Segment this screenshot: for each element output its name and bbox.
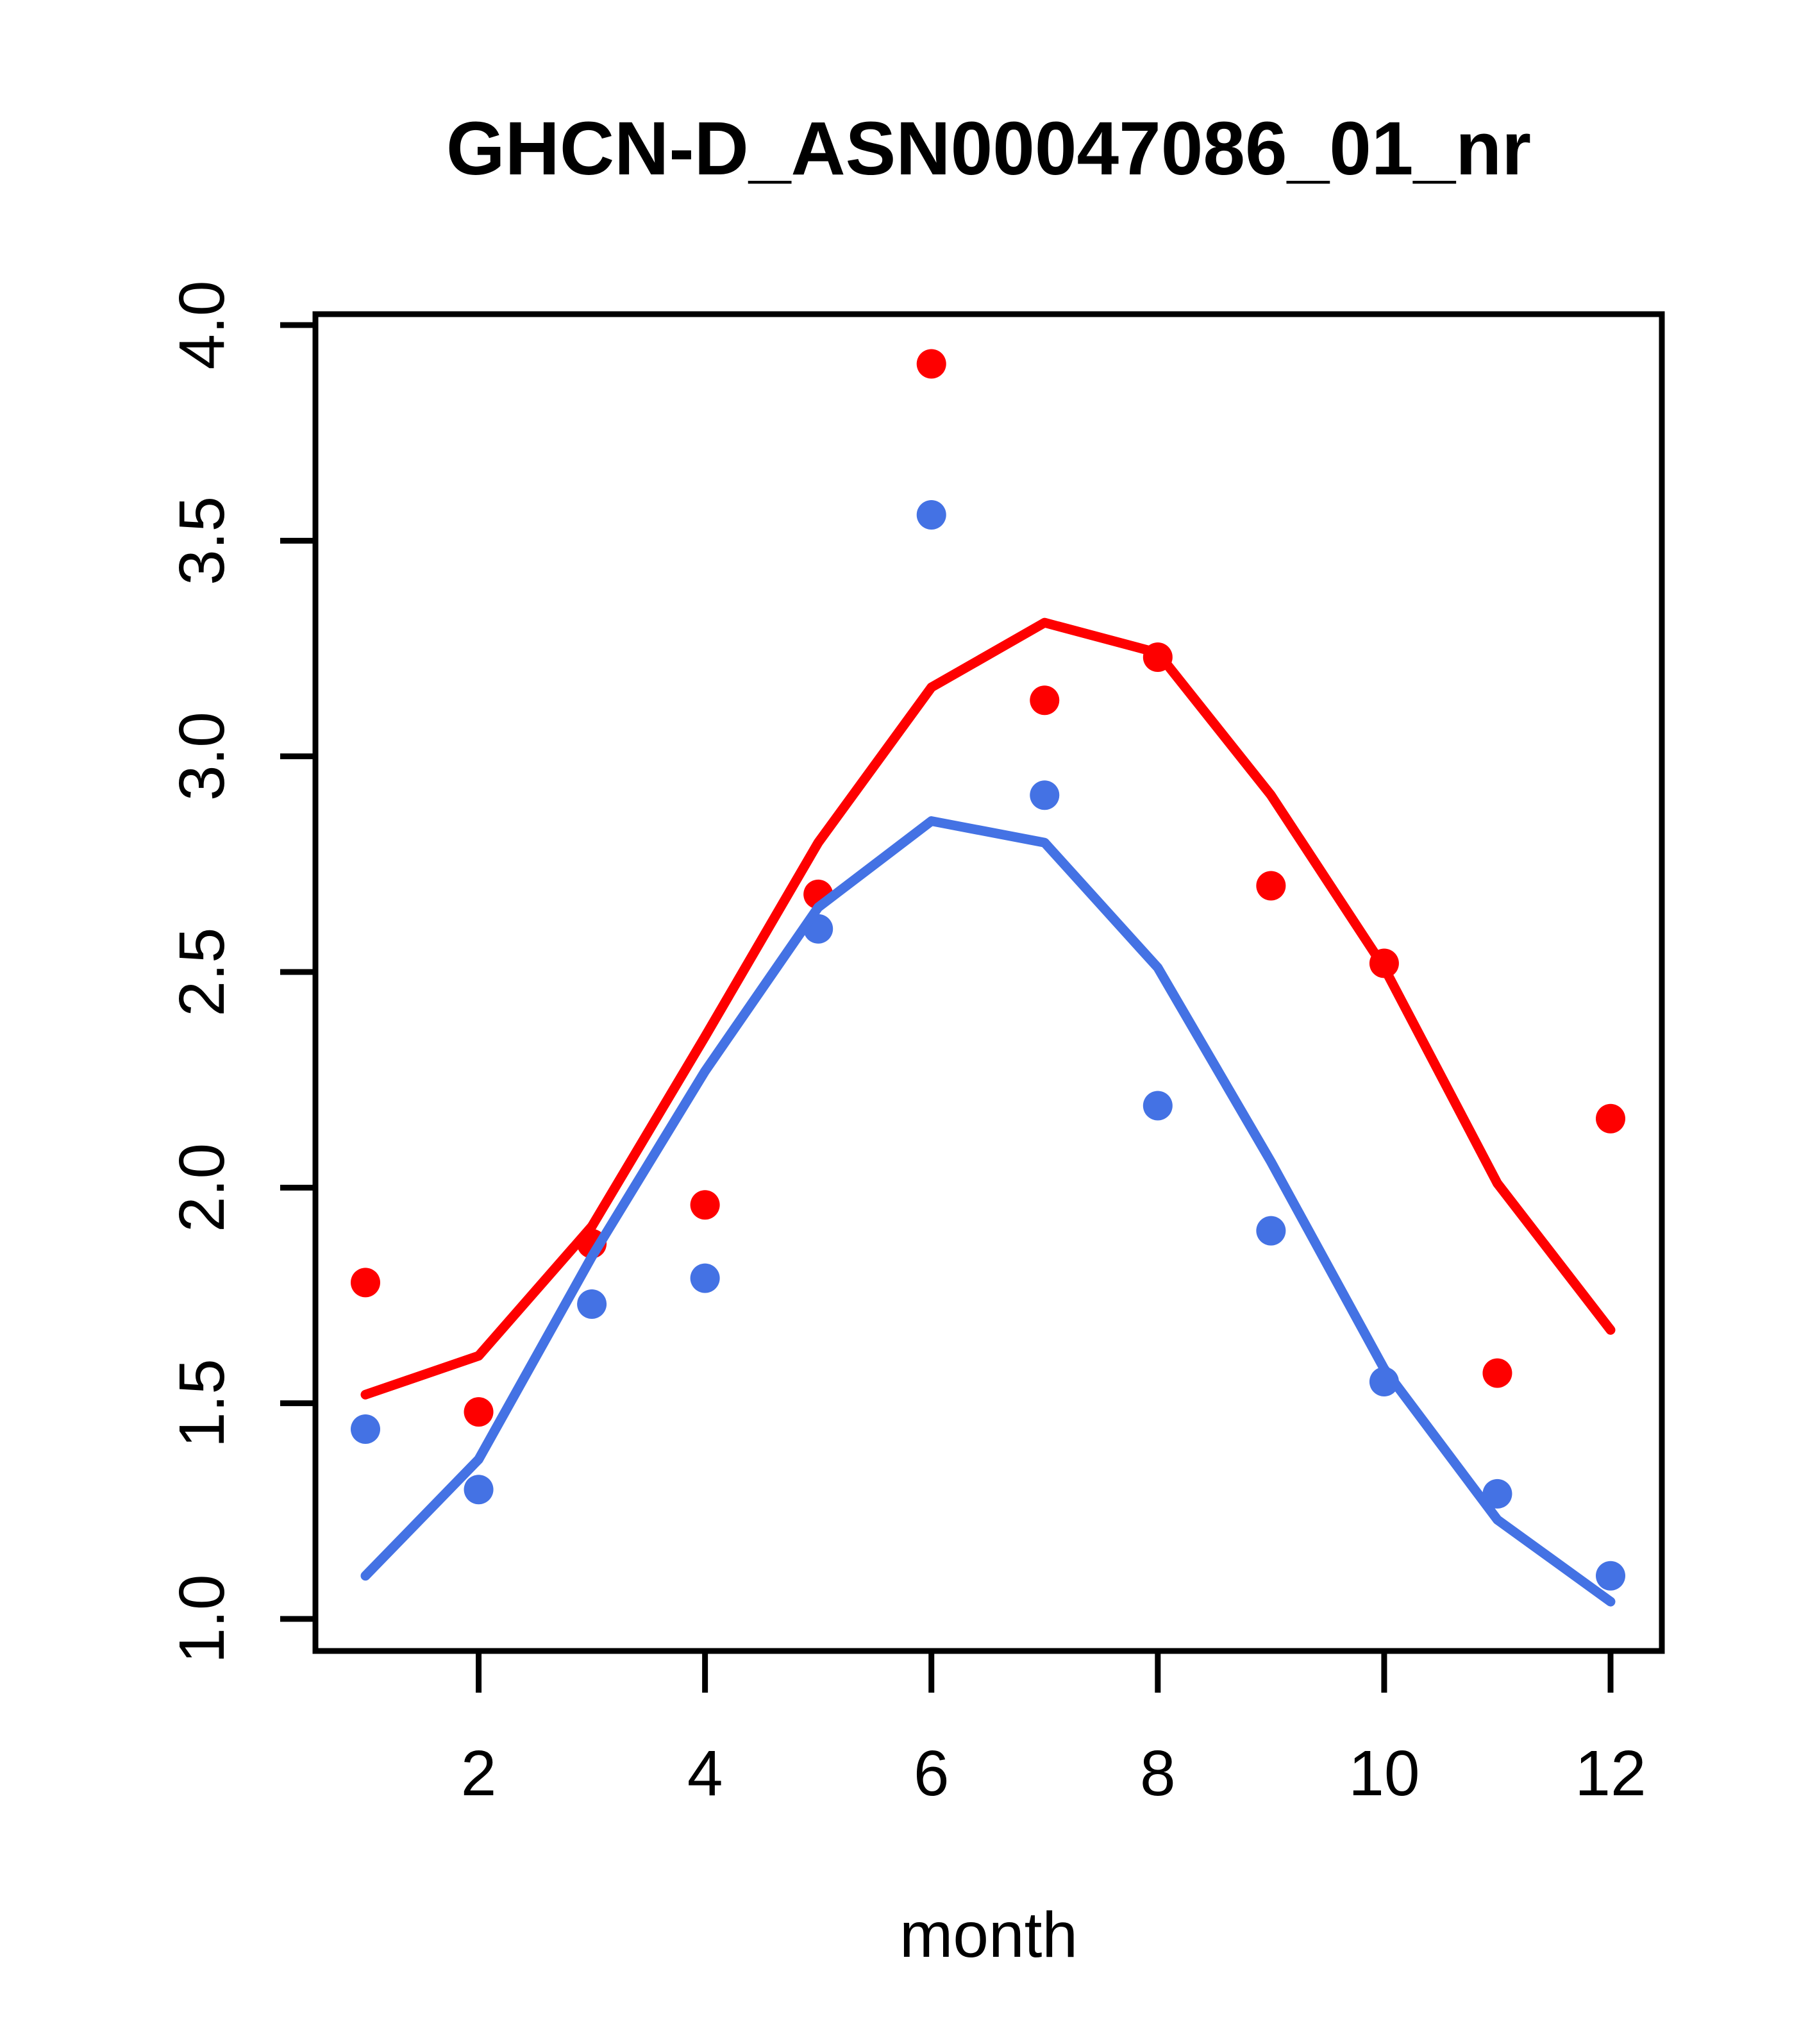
x-axis-tick-label: 10	[1348, 1738, 1419, 1809]
red-point	[916, 349, 946, 379]
red-point	[690, 1190, 720, 1220]
blue-point	[351, 1414, 380, 1445]
x-axis-title: month	[900, 1899, 1078, 1971]
red-line	[360, 617, 1616, 1400]
chart-title: GHCN-D_ASN00047086_01_nr	[446, 106, 1531, 191]
y-axis-tick-label: 1.0	[166, 1574, 238, 1663]
y-axis-tick-label: 3.5	[166, 496, 238, 585]
x-axis-tick-label: 6	[914, 1738, 950, 1809]
blue-point	[1030, 780, 1060, 810]
y-axis-tick-label: 3.0	[166, 712, 238, 801]
red-points-group	[351, 349, 1625, 1427]
x-axis-tick-label: 8	[1140, 1738, 1176, 1809]
red-point	[1596, 1103, 1625, 1134]
blue-point	[1482, 1479, 1512, 1509]
blue-points-group	[351, 499, 1625, 1591]
y-axis-tick-label: 1.5	[166, 1359, 238, 1448]
blue-point	[464, 1475, 494, 1505]
x-axis-tick-label: 2	[461, 1738, 497, 1809]
blue-point	[1256, 1216, 1286, 1246]
red-point	[1482, 1358, 1512, 1388]
axes-layer: 1.0 1.5 2.0 2.5 3.0 3.5 4.0 2 4 6 8 10 12	[166, 280, 1665, 1809]
blue-point	[916, 499, 946, 530]
y-axis-tick-label: 2.0	[166, 1143, 238, 1232]
x-axis-tick-label: 4	[687, 1738, 723, 1809]
plot-box	[312, 311, 1665, 1654]
data-series-layer	[351, 349, 1625, 1607]
y-axis-tick-label: 2.5	[166, 927, 238, 1016]
x-axis-tick-label: 12	[1575, 1738, 1646, 1809]
y-axis-tick-label: 4.0	[166, 280, 238, 369]
red-point	[1030, 685, 1060, 716]
blue-point	[690, 1263, 720, 1293]
blue-point	[577, 1289, 607, 1319]
blue-point	[1596, 1561, 1625, 1591]
red-point	[1256, 871, 1286, 901]
red-point	[351, 1268, 380, 1298]
blue-line	[360, 816, 1616, 1607]
red-point	[464, 1397, 494, 1427]
blue-point	[1143, 1091, 1173, 1121]
